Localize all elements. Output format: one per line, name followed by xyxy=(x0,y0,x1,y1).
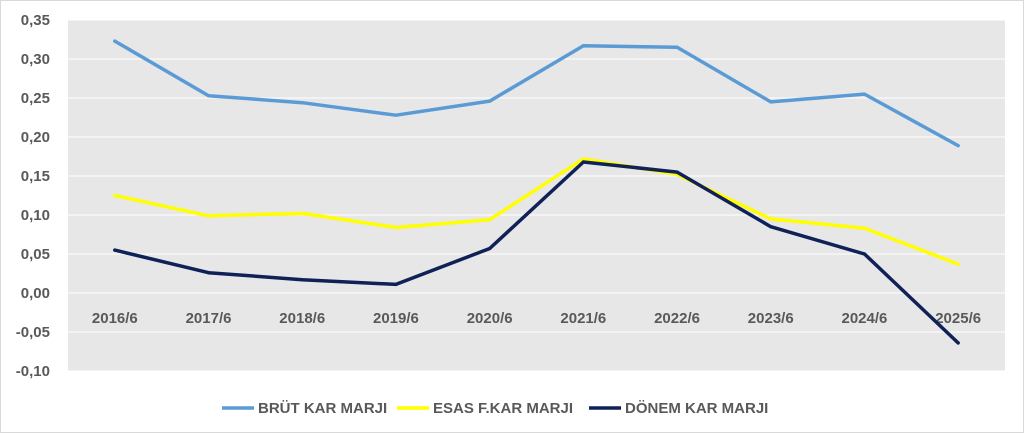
y-tick-label: 0,00 xyxy=(21,285,50,302)
data-point xyxy=(581,160,585,164)
legend-item: DÖNEM KAR MARJI xyxy=(589,400,768,417)
y-tick-label: 0,25 xyxy=(21,90,50,107)
data-point xyxy=(675,170,679,174)
x-tick-label: 2016/6 xyxy=(92,310,138,327)
y-tick-label: 0,20 xyxy=(21,129,50,146)
data-point xyxy=(394,225,398,230)
data-point xyxy=(300,211,304,216)
data-point xyxy=(113,193,117,198)
data-point xyxy=(300,278,304,282)
data-point xyxy=(769,100,773,104)
data-point xyxy=(394,113,398,117)
data-point xyxy=(862,92,867,96)
data-point xyxy=(862,226,867,230)
y-axis-ticks: -0,10 -0,05 0,00 0,05 0,10 0,15 0,20 0,25 0,30 0,… xyxy=(16,12,50,380)
legend-label: DÖNEM KAR MARJI xyxy=(625,400,768,417)
data-point xyxy=(956,341,960,345)
legend-label: BRÜT KAR MARJI xyxy=(258,400,387,417)
legend: BRÜT KAR MARJI ESAS F.KAR MARJI DÖNEM KAR … xyxy=(222,400,768,417)
y-tick-label: -0,10 xyxy=(16,363,50,380)
legend-item: ESAS F.KAR MARJI xyxy=(397,400,573,417)
data-point xyxy=(206,214,211,218)
data-point xyxy=(488,246,492,251)
data-point xyxy=(769,217,773,221)
series-line-2 xyxy=(113,157,960,266)
data-point xyxy=(206,94,211,98)
legend-label: ESAS F.KAR MARJI xyxy=(433,400,573,417)
data-point xyxy=(956,262,960,266)
x-tick-label: 2024/6 xyxy=(842,310,888,327)
data-point xyxy=(675,45,679,49)
data-point xyxy=(769,225,773,229)
gridlines xyxy=(68,19,1005,372)
legend-item: BRÜT KAR MARJI xyxy=(222,400,387,417)
x-tick-label: 2023/6 xyxy=(748,310,794,327)
data-point xyxy=(113,248,117,252)
x-tick-label: 2020/6 xyxy=(467,310,513,327)
x-tick-label: 2022/6 xyxy=(654,310,700,327)
data-point xyxy=(394,282,398,287)
y-tick-label: 0,05 xyxy=(21,246,50,263)
x-tick-label: 2018/6 xyxy=(279,310,325,327)
data-point xyxy=(488,218,492,222)
y-tick-label: 0,30 xyxy=(21,51,50,68)
data-point xyxy=(581,157,585,161)
data-point xyxy=(862,252,867,256)
y-tick-label: 0,10 xyxy=(21,207,50,224)
series-line-1 xyxy=(113,39,960,148)
data-point xyxy=(113,39,117,43)
data-point xyxy=(206,271,211,275)
x-tick-label: 2025/6 xyxy=(935,310,981,327)
x-axis-ticks: 2016/6 2017/6 2018/6 2019/6 2020/6 2021/6 2022… xyxy=(92,310,981,327)
data-point xyxy=(956,143,960,148)
series-lines xyxy=(113,39,960,345)
x-tick-label: 2019/6 xyxy=(373,310,419,327)
y-tick-label: 0,35 xyxy=(21,12,50,29)
data-point xyxy=(300,101,304,105)
y-tick-label: -0,05 xyxy=(16,324,50,341)
x-tick-label: 2021/6 xyxy=(560,310,606,327)
data-point xyxy=(581,44,585,48)
series-line-3 xyxy=(113,160,960,345)
plot-area xyxy=(68,20,1005,371)
y-tick-label: 0,15 xyxy=(21,168,50,185)
data-point xyxy=(488,99,492,103)
x-tick-label: 2017/6 xyxy=(186,310,232,327)
